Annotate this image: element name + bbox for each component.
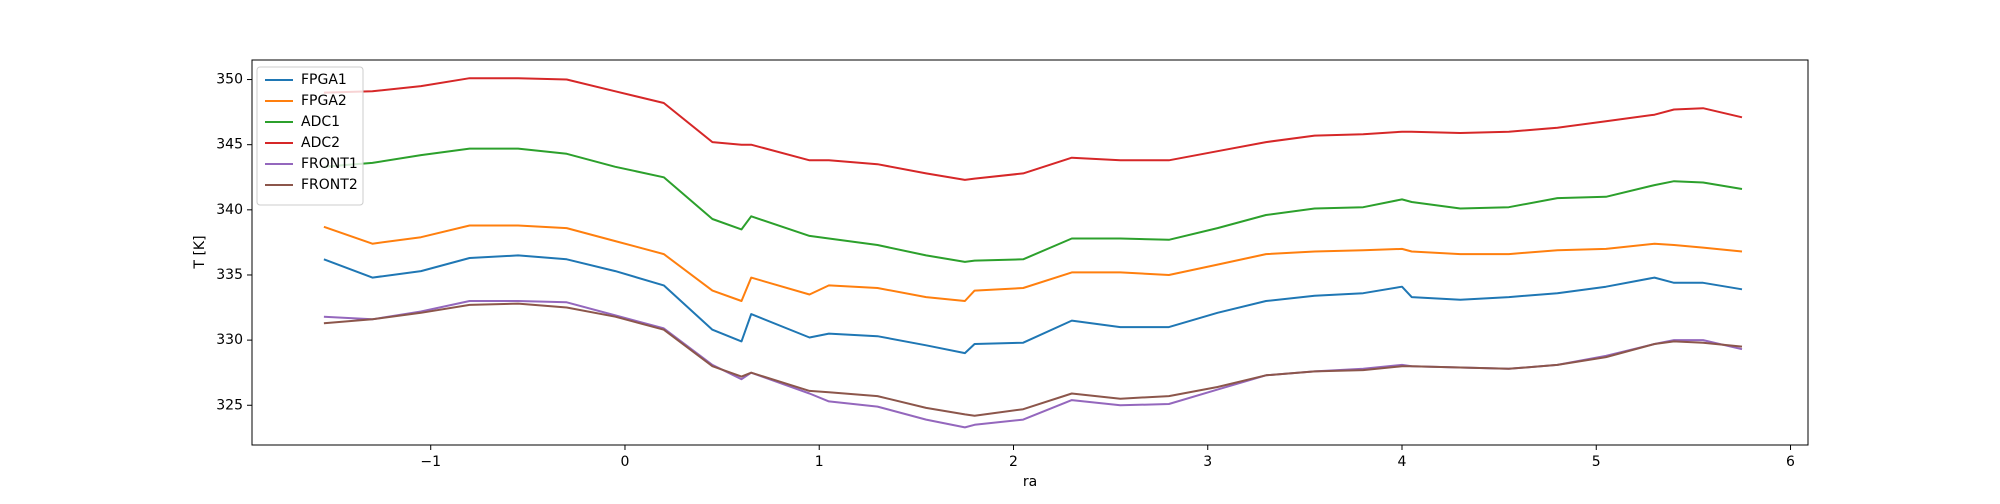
series-line [323,147,1743,263]
x-tick-label: −1 [420,454,441,470]
y-tick-label: 350 [216,72,243,88]
x-tick-label: 0 [621,454,630,470]
x-tick-label: 3 [1203,454,1212,470]
y-tick-label: 345 [216,137,243,153]
series-line [323,224,1743,302]
axes-frame [251,59,1809,446]
x-tick-label: 4 [1398,454,1407,470]
x-tick-label: 2 [1009,454,1018,470]
y-tick-label: 330 [216,332,243,348]
legend-label: ADC1 [301,114,340,130]
legend-label: FRONT1 [301,156,358,172]
y-tick-label: 325 [216,397,243,413]
x-tick-label: 1 [815,454,824,470]
x-axis-label: ra [1023,474,1037,490]
series-line [323,300,1743,429]
legend-label: ADC2 [301,135,340,151]
legend-label: FPGA1 [301,72,347,88]
y-tick-label: 340 [216,202,243,218]
y-axis-label: T [K] [192,235,208,269]
series-line [323,77,1743,181]
series-line [323,302,1743,417]
series-line [323,254,1743,355]
x-tick-label: 6 [1786,454,1795,470]
x-tick-label: 5 [1592,454,1601,470]
legend-label: FPGA2 [301,93,347,109]
legend-label: FRONT2 [301,177,358,193]
y-tick-label: 335 [216,267,243,283]
